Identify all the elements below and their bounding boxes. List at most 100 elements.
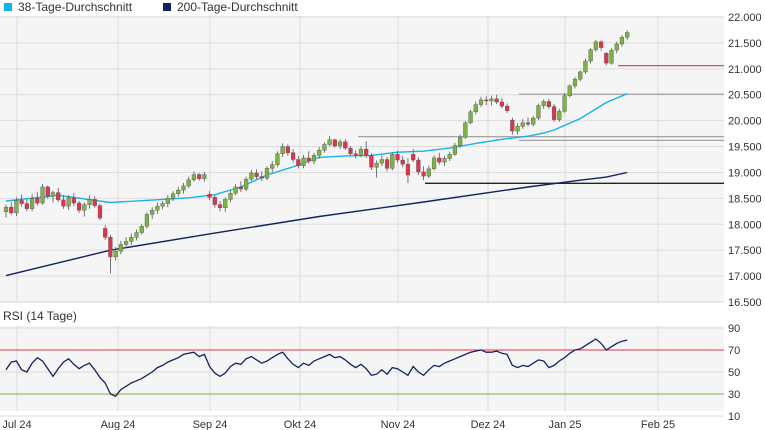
candle-body: [129, 237, 134, 242]
x-tick-label: Jul 24: [2, 419, 31, 430]
candle-body: [103, 228, 108, 238]
candle-body: [562, 95, 567, 112]
x-tick-label: Nov 24: [381, 419, 416, 430]
candle-body: [447, 154, 452, 159]
y-tick-label: 20.000: [728, 116, 762, 128]
candle-body: [92, 199, 97, 206]
x-axis-labels: Jul 24 Aug 24 Sep 24 Okt 24 Nov 24 Dez 24 Jan …: [2, 419, 675, 430]
candle-body: [442, 158, 447, 163]
rsi-tick-label: 50: [728, 367, 740, 379]
candle-body: [322, 144, 327, 151]
candle-body: [348, 147, 353, 155]
candle-body: [14, 200, 19, 214]
candle-body: [50, 192, 56, 197]
candle-body: [186, 179, 191, 187]
candle-body: [536, 105, 541, 119]
candle-body: [473, 104, 478, 113]
candle-body: [35, 198, 40, 204]
rsi-tick-label: 90: [728, 323, 740, 335]
candle-body: [593, 41, 598, 50]
candle-body: [108, 237, 113, 258]
candle-body: [327, 139, 332, 145]
candle-body: [66, 197, 71, 207]
candle-body: [197, 174, 202, 179]
candle-body: [364, 148, 369, 156]
x-tick-label: Feb 25: [641, 419, 675, 430]
candle-body: [609, 49, 614, 64]
candle-body: [588, 49, 593, 62]
candle-body: [463, 122, 468, 138]
candle-body: [583, 60, 588, 73]
candle-body: [61, 199, 66, 207]
candle-body: [275, 153, 280, 165]
reference-lines: [358, 65, 724, 184]
candle-body: [625, 32, 630, 38]
candle-body: [181, 185, 186, 191]
candle-body: [499, 101, 504, 107]
candle-body: [82, 204, 87, 211]
y-tick-label: 19.500: [728, 142, 762, 154]
rsi-threshold-lines: [0, 349, 724, 395]
candle-body: [244, 178, 249, 190]
candle-body: [259, 176, 264, 179]
x-tick-label: Dez 24: [471, 419, 506, 430]
candle-body: [270, 164, 275, 169]
y-tick-label: 18.000: [728, 219, 762, 231]
candle-body: [426, 168, 431, 177]
candle-body: [525, 122, 531, 125]
rsi-tick-label: 10: [728, 411, 740, 423]
y-tick-label: 18.500: [728, 193, 762, 205]
candle-body: [567, 85, 572, 96]
candle-body: [416, 159, 421, 173]
candle-body: [484, 99, 489, 102]
candle-body: [369, 155, 374, 168]
y-tick-label: 21.000: [728, 64, 762, 76]
candle-body: [97, 205, 103, 219]
candle-body: [254, 172, 259, 177]
candle-body: [552, 106, 557, 120]
candle-body: [598, 41, 604, 48]
candle-body: [510, 119, 515, 132]
candle-body: [223, 199, 228, 208]
candle-body: [160, 203, 165, 207]
legend-swatch-ma200: [163, 3, 171, 11]
candle-body: [437, 157, 442, 163]
candle-body: [19, 200, 24, 204]
candle-body: [515, 126, 520, 132]
candle-body: [614, 43, 619, 51]
candle-body: [489, 98, 494, 102]
main-plot-background: [0, 16, 724, 303]
rsi-tick-label: 30: [728, 389, 740, 401]
candle-body: [494, 98, 499, 103]
candle-body: [317, 149, 322, 156]
candle-body: [150, 210, 155, 215]
candle-body: [30, 198, 35, 209]
rsi-series-line: [5, 338, 628, 397]
candle-body: [332, 139, 337, 147]
candle-body: [134, 232, 139, 238]
candle-body: [139, 226, 144, 233]
candle-body: [228, 192, 233, 200]
candle-body: [212, 197, 217, 205]
candle-body: [520, 122, 525, 127]
candle-body: [123, 241, 129, 245]
candle-body: [301, 157, 306, 166]
legend: 38-Tage-Durchschnitt 200-Tage-Durchschni…: [4, 0, 298, 14]
candle-body: [384, 159, 390, 169]
candle-body: [3, 206, 9, 213]
candle-body: [557, 111, 562, 120]
candle-body: [238, 186, 243, 190]
y-tick-label: 16.500: [728, 297, 762, 309]
candle-body: [572, 78, 578, 87]
candle-body: [191, 174, 197, 180]
candle-body: [531, 117, 536, 125]
y-axis-labels: 22.000 21.500 21.000 20.500 20.000 19.500 19.0…: [728, 12, 762, 309]
candle-body: [619, 37, 625, 45]
candle-body: [118, 244, 123, 252]
candle-body: [405, 163, 411, 176]
x-tick-label: Sep 24: [193, 419, 228, 430]
candle-body: [458, 137, 463, 146]
candle-body: [578, 71, 583, 80]
candle-body: [421, 171, 426, 177]
